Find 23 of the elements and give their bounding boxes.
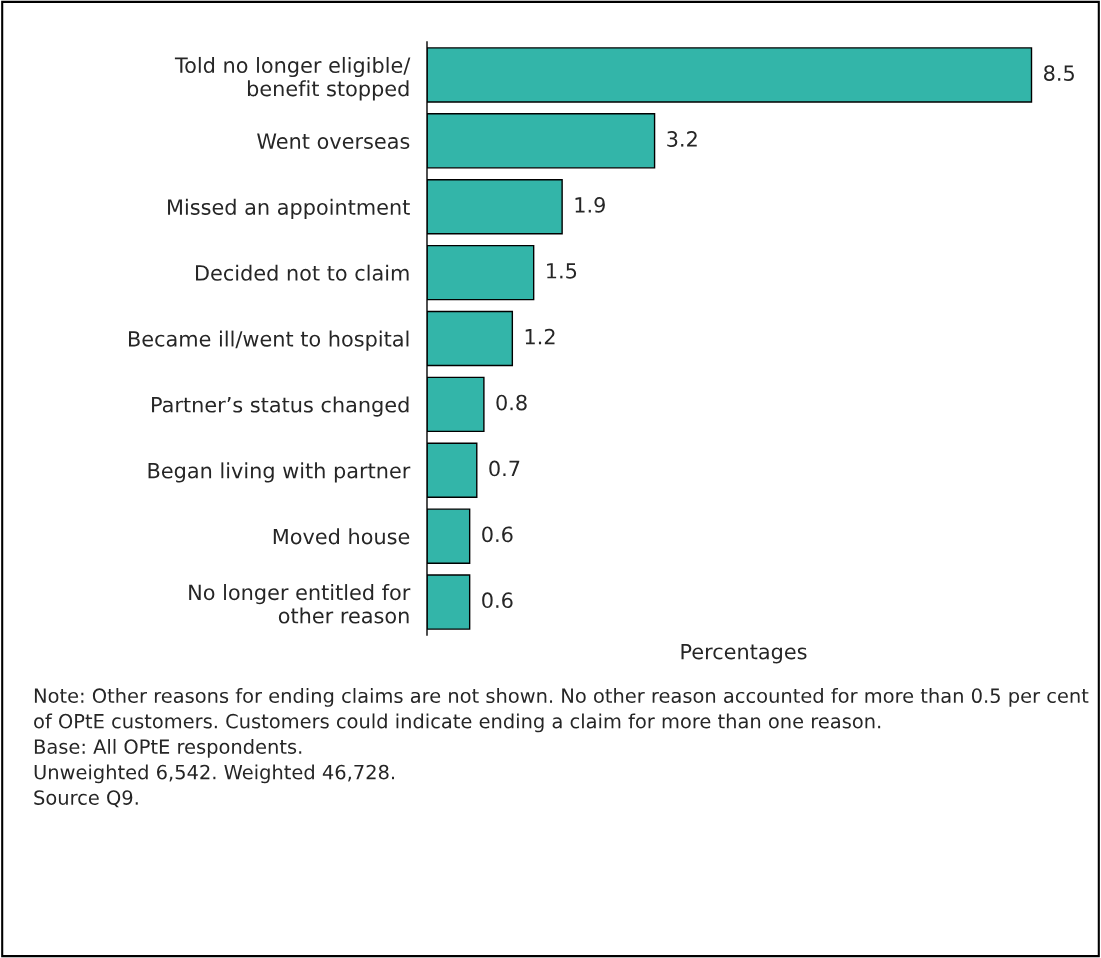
data-label: 0.8: [496, 394, 527, 411]
y-tick-label: Decided not to claim: [196, 264, 409, 281]
data-label: 0.6: [482, 592, 513, 609]
data-label: 0.6: [482, 526, 513, 543]
y-tick-label: Went overseas: [257, 133, 410, 150]
data-label: 3.2: [667, 131, 697, 147]
y-tick-label: Began living with partner: [148, 462, 411, 483]
y-tick-label: Told no longer eligible/ benefit stopped: [174, 56, 411, 101]
y-tick-label: No longer entitled for other reason: [189, 584, 411, 624]
data-label: 1.2: [525, 328, 555, 345]
y-tick-label: Partner’s status changed: [152, 396, 409, 417]
y-tick-label: Missed an appointment: [168, 198, 410, 219]
x-axis-title: Percentages: [681, 643, 807, 664]
y-tick-label: Moved house: [273, 528, 410, 545]
data-label: 1.9: [575, 197, 605, 213]
y-tick-label: Became ill/went to hospital: [129, 330, 409, 351]
data-label: 1.5: [547, 263, 577, 279]
text: Note: Other reasons for ending claims are not shown. No other reason accounted for more than 0.5 per cent of OPtE customers. Customers could indicate ending a claim for more than one reason.: [34, 688, 1089, 733]
text: Unweighted 6,542. Weighted 46,728.: [34, 764, 394, 784]
text: Base: All OPtE respondents.: [34, 738, 302, 758]
data-label: 0.7: [489, 460, 520, 477]
source-note: Source Q9.: [34, 790, 138, 808]
data-label: 8.5: [1044, 65, 1074, 81]
